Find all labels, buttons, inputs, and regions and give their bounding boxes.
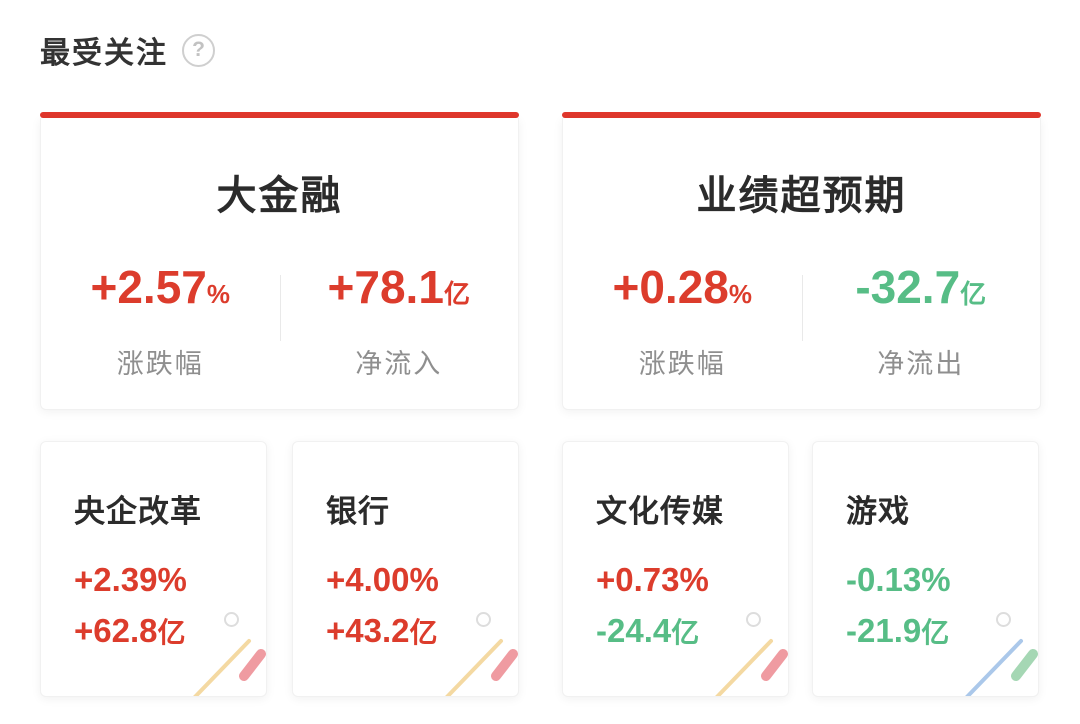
featured-card-title: 大金融 bbox=[216, 174, 343, 218]
stats-row: +0.28% 涨跌幅 -32.7亿 净流出 bbox=[563, 261, 1040, 381]
corner-slash-decoration bbox=[965, 639, 1038, 696]
circle-decoration bbox=[996, 612, 1011, 627]
change-label: 涨跌幅 bbox=[116, 349, 204, 379]
circle-decoration bbox=[224, 612, 239, 627]
change-unit: % bbox=[206, 279, 231, 309]
change-unit: % bbox=[728, 279, 753, 309]
corner-slash-decoration bbox=[193, 639, 266, 696]
change-number: +2.57 bbox=[90, 261, 207, 313]
flow-unit: 亿 bbox=[443, 279, 470, 309]
page-title: 最受关注 bbox=[40, 37, 168, 70]
sector-change-value: -0.13% bbox=[846, 561, 951, 598]
sector-flow-value: +62.8亿 bbox=[74, 614, 266, 650]
flow-value: -32.7亿 bbox=[802, 261, 1041, 320]
flow-unit: 亿 bbox=[157, 617, 186, 648]
sector-card-wenhuachuanmei[interactable]: 文化传媒 +0.73% -24.4亿 bbox=[562, 441, 789, 697]
sector-card-title: 银行 bbox=[326, 494, 390, 529]
sector-flow-value: -24.4亿 bbox=[596, 614, 788, 650]
sector-card-yangqigaige[interactable]: 央企改革 +2.39% +62.8亿 bbox=[40, 441, 267, 697]
corner-slash-decoration bbox=[445, 639, 518, 696]
change-value: +0.28% bbox=[563, 261, 802, 320]
change-number: +0.28 bbox=[612, 261, 729, 313]
help-icon[interactable]: ? bbox=[182, 33, 215, 67]
circle-decoration bbox=[746, 612, 761, 627]
flow-number: +78.1 bbox=[327, 261, 444, 313]
card-accent-bar bbox=[40, 112, 519, 118]
sector-card-youxi[interactable]: 游戏 -0.13% -21.9亿 bbox=[812, 441, 1039, 697]
flow-label: 净流入 bbox=[355, 349, 443, 379]
sector-change-value: +4.00% bbox=[326, 561, 439, 598]
flow-number: +62.8 bbox=[74, 612, 158, 649]
flow-unit: 亿 bbox=[960, 279, 987, 309]
change-stat: +2.57% 涨跌幅 bbox=[41, 261, 280, 381]
flow-unit: 亿 bbox=[409, 617, 438, 648]
sector-card-title: 文化传媒 bbox=[596, 494, 724, 529]
change-stat: +0.28% 涨跌幅 bbox=[563, 261, 802, 381]
flow-number: -21.9 bbox=[846, 612, 922, 649]
flow-stat: +78.1亿 净流入 bbox=[280, 261, 519, 381]
sector-flow-value: -21.9亿 bbox=[846, 614, 1038, 650]
circle-decoration bbox=[476, 612, 491, 627]
card-body: 业绩超预期 +0.28% 涨跌幅 -32.7亿 净流出 bbox=[562, 118, 1041, 410]
sector-flow-value: +43.2亿 bbox=[326, 614, 518, 650]
sector-card-title: 游戏 bbox=[846, 494, 910, 529]
flow-label: 净流出 bbox=[877, 349, 965, 379]
flow-unit: 亿 bbox=[921, 617, 950, 648]
flow-unit: 亿 bbox=[671, 617, 700, 648]
stats-divider bbox=[801, 275, 803, 341]
card-body: 大金融 +2.57% 涨跌幅 +78.1亿 净流入 bbox=[40, 118, 519, 410]
flow-number: +43.2 bbox=[326, 612, 410, 649]
sector-card-yinhang[interactable]: 银行 +4.00% +43.2亿 bbox=[292, 441, 519, 697]
corner-slash-decoration bbox=[715, 639, 788, 696]
change-value: +2.57% bbox=[41, 261, 280, 320]
sector-change-value: +2.39% bbox=[74, 561, 187, 598]
featured-card-title: 业绩超预期 bbox=[696, 174, 907, 218]
flow-value: +78.1亿 bbox=[280, 261, 519, 320]
stats-divider bbox=[279, 275, 281, 341]
stats-row: +2.57% 涨跌幅 +78.1亿 净流入 bbox=[41, 261, 518, 381]
section-header: 最受关注 ? bbox=[40, 28, 215, 72]
flow-number: -24.4 bbox=[596, 612, 672, 649]
flow-stat: -32.7亿 净流出 bbox=[802, 261, 1041, 381]
card-accent-bar bbox=[562, 112, 1041, 118]
flow-number: -32.7 bbox=[855, 261, 961, 313]
featured-card-dajinrong[interactable]: 大金融 +2.57% 涨跌幅 +78.1亿 净流入 bbox=[40, 112, 519, 410]
sector-change-value: +0.73% bbox=[596, 561, 709, 598]
change-label: 涨跌幅 bbox=[638, 349, 726, 379]
featured-card-yejichaoyuqi[interactable]: 业绩超预期 +0.28% 涨跌幅 -32.7亿 净流出 bbox=[562, 112, 1041, 410]
sector-card-title: 央企改革 bbox=[74, 494, 202, 529]
